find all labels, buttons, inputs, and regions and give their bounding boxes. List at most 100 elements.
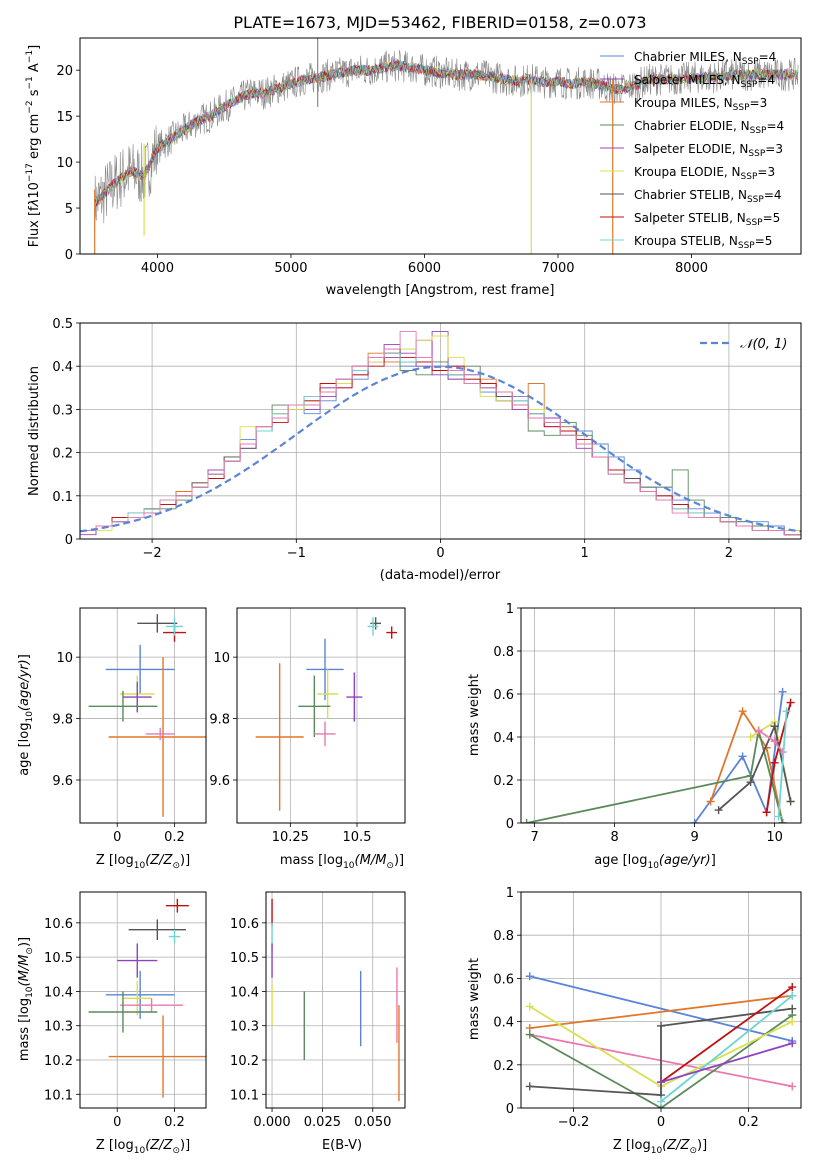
age_vs_mass-frame bbox=[236, 607, 406, 824]
mass_vs_ebv-xtick-label-0: 0.000 bbox=[253, 1115, 290, 1130]
weight_vs_Z-series-5-marker-0 bbox=[525, 1082, 534, 1091]
age_vs_mass-ytick-label-2: 10 bbox=[213, 651, 230, 666]
weight_vs_age-series-2 bbox=[526, 730, 784, 823]
weight_vs_age-series-6-marker-1 bbox=[770, 737, 779, 746]
spectrum-legend-label-5: Kroupa ELODIE, NSSP=3 bbox=[634, 165, 775, 182]
residuals-panel: −2 −1 0 1 2 0 0.1 0.2 0.3 0.4 0.5 𝒩(0, 1) bbox=[52, 317, 802, 561]
mass-vs-z-ylabel: mass [log10(M/M⊙)] bbox=[17, 937, 35, 1061]
spectrum-legend-label-8: Kroupa STELIB, NSSP=5 bbox=[634, 234, 772, 251]
spectrum-legend-label-2: Kroupa MILES, NSSP=3 bbox=[634, 96, 767, 113]
weight_vs_Z-xtick-label-0: −0.2 bbox=[558, 1115, 590, 1130]
weight_vs_Z-series-2-marker-1 bbox=[788, 1082, 797, 1091]
weight_vs_age-xtick-label-0: 7 bbox=[530, 830, 538, 845]
weight_vs_Z-xtick-label-1: 0 bbox=[657, 1115, 665, 1130]
spectrum-xlabel: wavelength [Angstrom, rest frame] bbox=[326, 283, 555, 298]
age_vs_mass-ytick-label-1: 9.8 bbox=[209, 713, 230, 728]
residuals-ytick-label-5: 0.5 bbox=[52, 317, 73, 332]
weight_vs_Z-series-1 bbox=[529, 994, 793, 1029]
weight_vs_age-ytick-label-4: 0.8 bbox=[493, 645, 514, 660]
weight_vs_age-series-1-marker-0 bbox=[706, 797, 715, 806]
mass_vs_Z-ytick-label-4: 10.5 bbox=[44, 951, 73, 966]
residuals-xtick-label-0: −2 bbox=[143, 546, 162, 561]
mass_vs_Z-ytick-label-2: 10.3 bbox=[44, 1020, 73, 1035]
age_vs_Z-ytick-label-2: 10 bbox=[56, 651, 73, 666]
spectrum-xtick-label-1: 5000 bbox=[274, 261, 307, 276]
residuals-frame bbox=[79, 322, 802, 540]
mass-vs-z-panel: 0 0.2 10.1 10.2 10.3 10.4 10.5 10.6 bbox=[44, 891, 207, 1130]
spectrum-model-salpeter_stelib bbox=[94, 60, 798, 206]
weight-vs-age-ylabel: mass weight bbox=[467, 674, 482, 756]
spectrum-xtick-label-2: 6000 bbox=[408, 261, 441, 276]
weight_vs_age-series-1-marker-1 bbox=[738, 707, 747, 716]
weight_vs_age-series-7 bbox=[777, 711, 788, 817]
mass_vs_Z-frame bbox=[79, 891, 207, 1109]
age_vs_mass-xtick-label-1: 10.5 bbox=[343, 830, 372, 845]
weight_vs_age-plot-area bbox=[522, 687, 795, 823]
mass_vs_ebv-ytick-label-0: 10.1 bbox=[230, 1088, 259, 1103]
weight-vs-z-panel: −0.2 0 0.2 0 0.2 0.4 0.6 0.8 1 bbox=[493, 886, 802, 1130]
age_vs_Z-ytick-label-0: 9.6 bbox=[52, 774, 73, 789]
weight_vs_age-ytick-label-5: 1 bbox=[506, 602, 514, 617]
age_vs_Z-ytick-label-1: 9.8 bbox=[52, 713, 73, 728]
residuals-xtick-label-3: 1 bbox=[581, 546, 589, 561]
spectrum-xtick-label-3: 7000 bbox=[541, 261, 574, 276]
weight_vs_Z-series-3 bbox=[529, 1014, 793, 1108]
mass_vs_Z-ytick-label-1: 10.2 bbox=[44, 1054, 73, 1069]
age-vs-mass-panel: 10.25 10.5 9.6 9.8 10 bbox=[209, 607, 406, 845]
weight_vs_age-series-5-marker-2 bbox=[770, 722, 779, 731]
weight_vs_Z-series-7-marker-0 bbox=[657, 1097, 665, 1106]
weight_vs_Z-series-7 bbox=[660, 994, 793, 1103]
age_vs_Z-frame bbox=[79, 607, 207, 824]
age_vs_mass-ytick-label-0: 9.6 bbox=[209, 774, 230, 789]
mass_vs_ebv-ytick-label-1: 10.2 bbox=[230, 1054, 259, 1069]
spectrum-panel: 4000 5000 6000 7000 8000 0 5 10 15 20 Chabrier MIL… bbox=[56, 37, 802, 276]
weight_vs_Z-ytick-label-3: 0.6 bbox=[493, 972, 514, 987]
weight_vs_Z-series-0-marker-0 bbox=[525, 972, 534, 981]
mass_vs_ebv-plot-area bbox=[271, 898, 400, 1102]
mass_vs_ebv-ytick-label-2: 10.3 bbox=[230, 1020, 259, 1035]
mass-vs-ebv-xlabel: E(B-V) bbox=[322, 1138, 362, 1153]
weight_vs_age-ytick-label-2: 0.4 bbox=[493, 731, 514, 746]
mass_vs_Z-ytick-label-3: 10.4 bbox=[44, 985, 73, 1000]
mass-vs-z-xlabel: Z [log10(Z/Z⊙)] bbox=[96, 1138, 190, 1156]
spectrum-ytick-label-1: 5 bbox=[65, 202, 73, 217]
weight_vs_Z-series-5-marker-3 bbox=[788, 1004, 797, 1013]
residuals-plot-area bbox=[80, 331, 801, 539]
mass_vs_ebv-ytick-label-5: 10.6 bbox=[230, 917, 259, 932]
spectrum-legend-label-4: Salpeter ELODIE, NSSP=3 bbox=[634, 142, 783, 159]
weight_vs_age-series-4-marker-1 bbox=[770, 758, 779, 767]
spectrum-legend-label-7: Salpeter STELIB, NSSP=5 bbox=[634, 211, 780, 228]
weight_vs_age-xtick-label-2: 9 bbox=[690, 830, 698, 845]
weight_vs_age-ytick-label-3: 0.6 bbox=[493, 688, 514, 703]
age_vs_mass-plot-area bbox=[255, 617, 397, 811]
mass_vs_Z-xtick-label-1: 0.2 bbox=[164, 1115, 185, 1130]
weight_vs_age-series-5-marker-0 bbox=[714, 806, 723, 815]
spectrum-ytick-label-3: 15 bbox=[56, 110, 73, 125]
weight-vs-z-xlabel: Z [log10(Z/Z⊙)] bbox=[613, 1138, 707, 1156]
weight_vs_age-series-7-marker-0 bbox=[774, 812, 783, 821]
spectrum-plot-area bbox=[94, 38, 799, 254]
weight_vs_age-series-0-marker-1 bbox=[738, 752, 747, 761]
weight_vs_Z-xtick-label-2: 0.2 bbox=[738, 1115, 759, 1130]
age-vs-z-ylabel: age [log10(age/yr)] bbox=[17, 654, 35, 776]
weight_vs_age-series-7-marker-1 bbox=[782, 707, 791, 716]
weight_vs_Z-ytick-label-5: 1 bbox=[506, 886, 514, 901]
weight_vs_age-series-5-marker-1 bbox=[746, 778, 755, 787]
weight_vs_Z-series-3-marker-0 bbox=[525, 1030, 534, 1039]
weight_vs_Z-plot-area bbox=[525, 972, 797, 1108]
residuals-ytick-label-0: 0 bbox=[65, 533, 73, 548]
weight_vs_age-series-5-marker-3 bbox=[786, 797, 795, 806]
weight_vs_Z-ytick-label-2: 0.4 bbox=[493, 1016, 514, 1031]
weight_vs_age-series-4-marker-0 bbox=[762, 808, 771, 817]
residuals-ytick-label-1: 0.1 bbox=[52, 490, 73, 505]
weight-vs-age-xlabel: age [log10(age/yr)] bbox=[594, 853, 716, 871]
spectrum-xtick-label-0: 4000 bbox=[141, 261, 174, 276]
spectrum-xtick-label-4: 8000 bbox=[675, 261, 708, 276]
spectrum-model-chabrier_stelib bbox=[94, 60, 798, 207]
mass_vs_ebv-xtick-label-2: 0.050 bbox=[354, 1115, 391, 1130]
weight_vs_age-xtick-label-3: 10 bbox=[766, 830, 783, 845]
age_vs_Z-xtick-label-1: 0.2 bbox=[164, 830, 185, 845]
mass_vs_ebv-ytick-label-4: 10.5 bbox=[230, 951, 259, 966]
weight_vs_Z-series-8-marker-0 bbox=[657, 1078, 665, 1087]
weight_vs_age-ytick-label-0: 0 bbox=[506, 817, 514, 832]
